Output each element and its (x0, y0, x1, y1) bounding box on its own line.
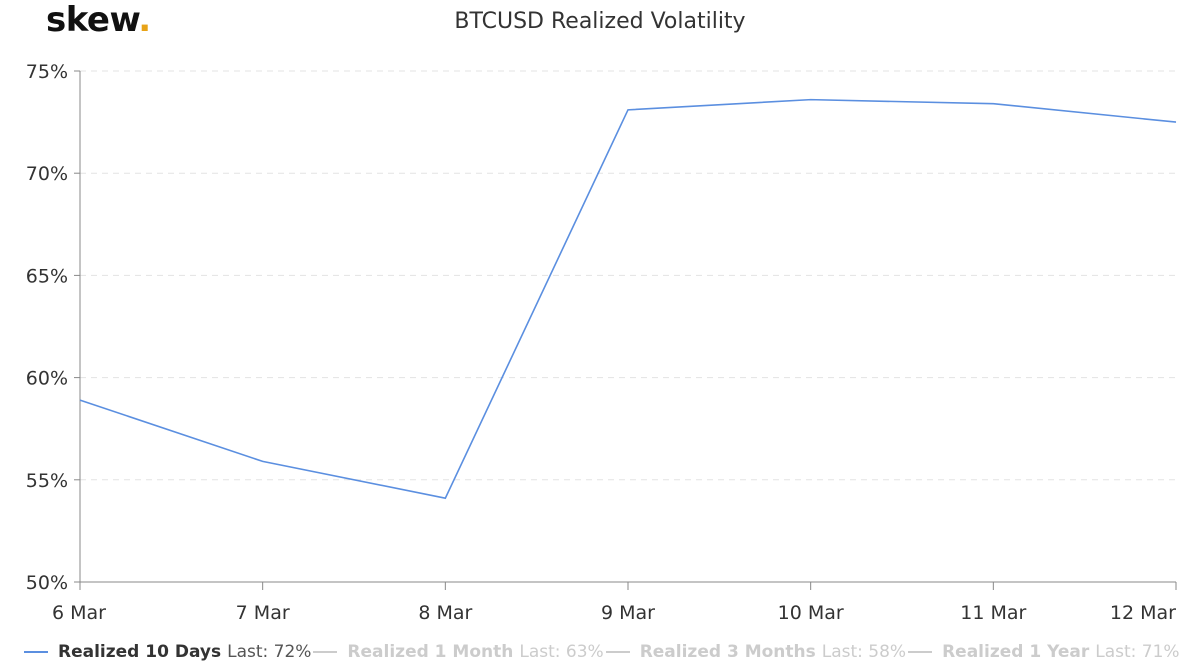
legend-name: Realized 1 Month (347, 642, 514, 662)
legend-last-value: Last: 71% (1095, 642, 1180, 662)
chart-legend: Realized 10 Days Last: 72% Realized 1 Mont… (24, 638, 1194, 666)
y-tick-label: 50% (26, 572, 68, 594)
legend-name: Realized 1 Year (942, 642, 1090, 662)
y-axis-ticks: 50% 55% 60% 65% 70% 75% (26, 61, 80, 594)
y-tick-label: 75% (26, 61, 68, 83)
y-tick-label: 70% (26, 163, 68, 185)
legend-last-value: Last: 72% (227, 642, 312, 662)
y-tick-label: 60% (26, 368, 68, 390)
legend-swatch (24, 651, 48, 653)
x-tick-label: 8 Mar (418, 602, 472, 624)
legend-item[interactable]: Realized 10 Days Last: 72% (24, 642, 311, 662)
x-axis-ticks: 6 Mar 7 Mar 8 Mar 9 Mar 10 Mar 11 Mar 12 Mar (52, 582, 1177, 624)
x-tick-label: 10 Mar (778, 602, 844, 624)
legend-item[interactable]: Realized 1 Year Last: 71% (908, 642, 1180, 662)
chart-title: BTCUSD Realized Volatility (454, 9, 746, 34)
legend-name: Realized 3 Months (639, 642, 816, 662)
legend-item[interactable]: Realized 3 Months Last: 58% (605, 642, 907, 662)
series-line (79, 98, 1177, 500)
x-tick-label: 9 Mar (601, 602, 655, 624)
x-tick-label: 12 Mar (1110, 602, 1176, 624)
legend-swatch (908, 651, 933, 653)
y-tick-label: 55% (26, 470, 68, 492)
legend-last-value: Last: 58% (821, 642, 907, 662)
legend-swatch (313, 651, 338, 653)
legend-last-value: Last: 63% (519, 642, 604, 662)
legend-name: Realized 10 Days (58, 642, 222, 662)
logo-dot: . (138, 0, 151, 40)
legend-swatch (605, 651, 630, 653)
x-tick-label: 11 Mar (960, 602, 1026, 624)
axes (79, 71, 1176, 583)
skew-logo: skew. (46, 0, 151, 40)
series-lines (79, 98, 1177, 500)
y-tick-label: 65% (26, 265, 68, 287)
x-tick-label: 7 Mar (236, 602, 290, 624)
logo-text: skew (46, 0, 139, 40)
x-tick-label: 6 Mar (52, 602, 106, 624)
legend-item[interactable]: Realized 1 Month Last: 63% (313, 642, 604, 662)
grid-lines (80, 70, 1176, 481)
